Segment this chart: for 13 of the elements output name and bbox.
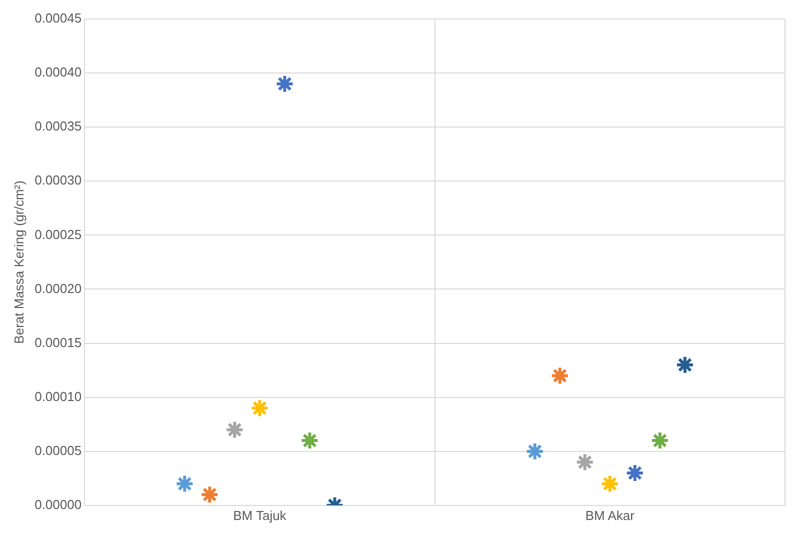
y-tick-label: 0.00010 bbox=[34, 388, 82, 404]
y-tick-label: 0.00025 bbox=[34, 226, 82, 242]
y-tick-label: 0.00040 bbox=[34, 64, 82, 80]
y-tick-label: 0.00045 bbox=[34, 10, 82, 26]
y-tick-label: 0.00020 bbox=[34, 280, 82, 296]
x-tick-label: BM Tajuk bbox=[233, 508, 287, 523]
x-tick-label: BM Akar bbox=[585, 508, 636, 523]
y-tick-label: 0.00005 bbox=[34, 442, 82, 458]
y-tick-label: 0.00000 bbox=[34, 496, 82, 512]
y-tick-label: 0.00030 bbox=[34, 172, 82, 188]
y-axis-title: Berat Massa Kering (gr/cm²) bbox=[11, 180, 26, 344]
y-tick-label: 0.00015 bbox=[34, 334, 82, 350]
y-tick-label: 0.00035 bbox=[34, 118, 82, 134]
